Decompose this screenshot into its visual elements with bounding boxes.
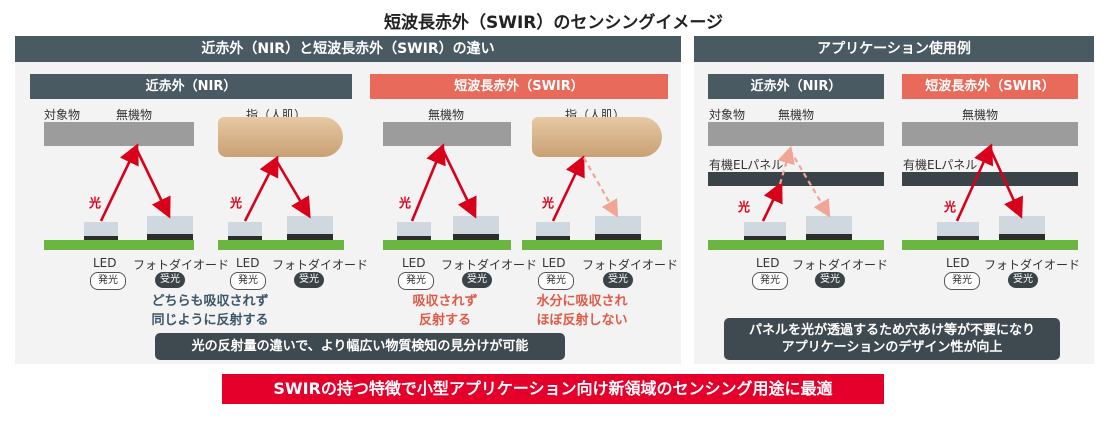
weak-reflection-arrow — [583, 157, 619, 218]
light-label: 光 — [89, 196, 102, 210]
target-object-label: 対象物 — [709, 108, 746, 122]
incident-light-arrow — [99, 143, 139, 222]
nir-summary-line: どちらも吸収されず — [151, 294, 269, 309]
inorganic-object — [902, 122, 1078, 146]
reflected-light-arrow — [988, 147, 1024, 219]
led-label: LED — [542, 256, 566, 270]
led-label: LED — [402, 256, 426, 270]
target-object-label: 対象物 — [44, 108, 81, 122]
oled-panel — [902, 172, 1078, 186]
photodiode — [287, 216, 333, 240]
oled-panel — [708, 172, 884, 186]
photodiode — [806, 216, 852, 240]
photodiode — [999, 216, 1045, 240]
circuit-board — [44, 240, 194, 250]
emit-badge: 発光 — [944, 272, 980, 290]
emit-badge: 発光 — [90, 272, 126, 290]
finger-object — [532, 117, 662, 157]
led-emitter — [84, 222, 118, 240]
nir-summary-line: 同じように反射する — [151, 313, 269, 328]
swir-finger-line: ほぼ反射しない — [536, 313, 628, 328]
photodiode-label: フォトダイオード — [133, 258, 230, 272]
inorganic-label: 無機物 — [778, 108, 815, 122]
photodiode-label: フォトダイオード — [792, 258, 889, 272]
inorganic-label: 無機物 — [428, 108, 465, 122]
emit-badge: 発光 — [752, 272, 788, 290]
oled-panel-label: 有機ELパネル — [903, 158, 978, 172]
light-label: 光 — [738, 200, 751, 214]
swir-inorganic-summary: 吸収されず 反射する — [395, 292, 495, 330]
incident-light-arrow — [761, 181, 783, 222]
page-title: 短波長赤外（SWIR）のセンシングイメージ — [383, 13, 724, 33]
emit-badge: 発光 — [230, 272, 266, 290]
reflected-light-arrow — [440, 147, 477, 219]
inorganic-label: 無機物 — [116, 108, 153, 122]
swir-finger-summary: 水分に吸収され ほぼ反射しない — [517, 292, 647, 330]
application-callout: パネルを光が透過するため穴あけ等が不要になり アプリケーションのデザイン性が向上 — [724, 318, 1060, 360]
led-emitter — [937, 222, 979, 240]
oled-panel-label: 有機ELパネル — [709, 158, 784, 172]
led-emitter — [397, 222, 431, 240]
finger-object — [218, 117, 343, 157]
led-label: LED — [93, 256, 117, 270]
led-emitter — [744, 222, 786, 240]
photodiode — [453, 216, 499, 240]
incident-light-arrow — [410, 143, 446, 222]
photodiode — [147, 216, 193, 240]
light-label: 光 — [399, 196, 412, 210]
weak-light-arrow — [777, 145, 795, 185]
circuit-board — [522, 240, 662, 250]
swir-inorganic-line: 吸収されず — [412, 294, 478, 309]
swir-inorganic-line: 反射する — [418, 313, 471, 328]
emit-badge: 発光 — [398, 272, 434, 290]
circuit-board — [708, 240, 884, 250]
reflected-light-arrow — [134, 147, 171, 219]
incident-light-arrow — [551, 155, 585, 222]
bottom-banner: SWIRの持つ特徴で小型アプリケーション向け新領域のセンシング用途に最適 — [222, 374, 884, 404]
circuit-board — [383, 240, 511, 250]
application-panel-header: アプリケーション使用例 — [694, 36, 1094, 62]
inorganic-object — [383, 122, 511, 146]
app-swir-header: 短波長赤外（SWIR） — [902, 74, 1078, 99]
inorganic-object — [44, 122, 194, 146]
led-label: LED — [946, 256, 970, 270]
receive-badge: 受光 — [462, 272, 492, 288]
receive-badge: 受光 — [1008, 272, 1038, 288]
weak-reflection-arrow — [789, 149, 831, 218]
comparison-callout: 光の反射量の違いで、より幅広い物質検知の見分けが可能 — [155, 333, 565, 360]
inorganic-label: 無機物 — [962, 108, 999, 122]
receive-badge: 受光 — [815, 272, 845, 288]
receive-badge: 受光 — [603, 272, 633, 288]
photodiode-label: フォトダイオード — [441, 258, 538, 272]
application-callout-line: パネルを光が透過するため穴あけ等が不要になり — [748, 323, 1035, 338]
led-label: LED — [756, 256, 780, 270]
photodiode-label: フォトダイオード — [272, 258, 369, 272]
circuit-board — [902, 240, 1078, 250]
reflected-light-arrow — [274, 159, 311, 219]
receive-badge: 受光 — [294, 272, 324, 288]
led-emitter — [536, 222, 570, 240]
light-label: 光 — [542, 196, 555, 210]
comparison-panel-header: 近赤外（NIR）と短波長赤外（SWIR）の違い — [15, 36, 681, 62]
led-emitter — [228, 222, 262, 240]
receive-badge: 受光 — [155, 272, 185, 288]
light-label: 光 — [944, 200, 957, 214]
circuit-board — [218, 240, 344, 250]
app-nir-header: 近赤外（NIR） — [708, 74, 884, 99]
photodiode-label: フォトダイオード — [582, 258, 679, 272]
swir-section-header: 短波長赤外（SWIR） — [370, 74, 668, 99]
light-label: 光 — [230, 196, 243, 210]
nir-summary: どちらも吸収されず 同じように反射する — [130, 292, 290, 330]
inorganic-object — [708, 122, 884, 146]
application-callout-line: アプリケーションのデザイン性が向上 — [781, 340, 1003, 355]
incident-light-arrow — [243, 155, 279, 222]
incident-light-arrow — [955, 143, 994, 222]
led-label: LED — [236, 256, 260, 270]
swir-finger-line: 水分に吸収され — [536, 294, 628, 309]
nir-section-header: 近赤外（NIR） — [30, 74, 352, 99]
photodiode — [595, 216, 641, 240]
emit-badge: 発光 — [538, 272, 574, 290]
photodiode-label: フォトダイオード — [984, 258, 1081, 272]
